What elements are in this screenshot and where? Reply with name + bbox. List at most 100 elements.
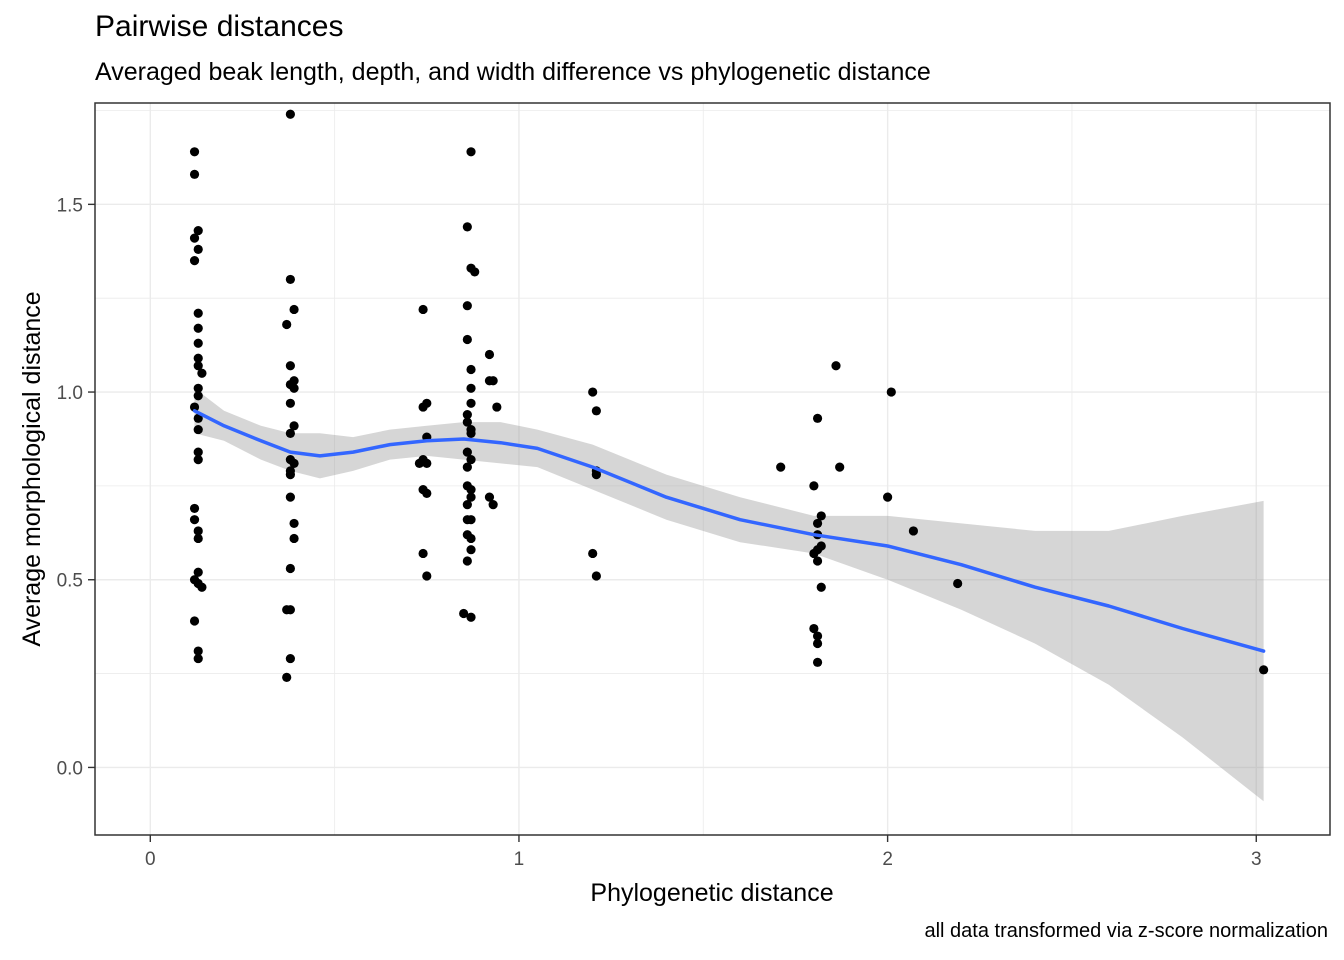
data-point-12 — [193, 383, 203, 393]
data-point-52 — [282, 672, 292, 682]
data-point-68 — [462, 301, 472, 311]
data-point-27 — [189, 616, 200, 626]
x-tick-label-0: 0 — [145, 849, 156, 870]
confidence-band-area — [194, 388, 1264, 802]
data-point-33 — [282, 319, 292, 330]
chart-caption: all data transformed via z-score normali… — [924, 920, 1328, 942]
data-point-85 — [466, 515, 476, 525]
data-point-39 — [289, 421, 299, 431]
data-point-14 — [189, 402, 200, 412]
data-point-40 — [285, 428, 295, 438]
data-point-29 — [193, 653, 203, 664]
smooth-trend-line — [192, 409, 1266, 653]
data-point-73 — [462, 409, 472, 420]
data-point-96 — [484, 492, 495, 502]
data-point-1 — [189, 169, 200, 179]
data-point-124 — [953, 578, 963, 589]
data-point-10 — [193, 361, 203, 371]
data-points — [189, 109, 1269, 682]
data-point-0 — [189, 147, 200, 157]
data-point-71 — [466, 383, 476, 393]
chart-title: Pairwise distances — [95, 10, 344, 43]
y-tick-label-1: 0.5 — [57, 571, 83, 592]
data-point-98 — [588, 387, 598, 397]
chart-subtitle: Averaged beak length, depth, and width d… — [95, 58, 931, 86]
data-point-58 — [422, 458, 432, 468]
data-point-62 — [418, 548, 428, 559]
data-point-15 — [193, 413, 203, 423]
data-point-108 — [812, 518, 823, 529]
data-point-122 — [883, 492, 893, 502]
data-point-31 — [285, 274, 295, 285]
x-axis: 0 1 2 3 — [145, 835, 1262, 870]
data-point-55 — [418, 402, 428, 412]
x-tick-label-1: 1 — [514, 849, 525, 870]
data-point-22 — [193, 533, 203, 544]
data-point-118 — [812, 657, 823, 667]
data-point-9 — [193, 353, 203, 363]
data-point-89 — [462, 556, 472, 566]
data-point-17 — [193, 447, 203, 457]
y-tick-label-0: 0.0 — [57, 758, 83, 779]
data-point-107 — [816, 511, 826, 521]
data-point-78 — [466, 455, 476, 465]
data-point-20 — [189, 515, 200, 525]
data-point-115 — [809, 623, 819, 634]
data-point-101 — [591, 470, 601, 480]
confidence-band — [194, 388, 1264, 802]
data-point-63 — [422, 571, 432, 581]
data-point-6 — [193, 308, 203, 318]
y-axis: 0.0 0.5 1.0 1.5 — [57, 195, 95, 779]
data-point-72 — [466, 398, 476, 408]
data-point-125 — [1259, 665, 1269, 675]
data-point-37 — [289, 383, 299, 393]
grid — [95, 103, 1330, 835]
x-tick-label-2: 2 — [882, 849, 893, 870]
data-point-83 — [462, 500, 472, 510]
data-point-76 — [466, 428, 476, 438]
y-tick-label-3: 1.5 — [57, 195, 83, 216]
data-point-99 — [591, 406, 601, 416]
data-point-19 — [189, 503, 200, 514]
data-point-67 — [470, 267, 480, 277]
data-point-92 — [484, 349, 495, 360]
data-point-114 — [816, 582, 826, 592]
data-point-74 — [462, 417, 472, 427]
data-point-120 — [835, 462, 845, 472]
data-point-50 — [282, 605, 292, 615]
data-point-88 — [466, 545, 476, 555]
data-point-46 — [289, 518, 299, 529]
x-tick-label-3: 3 — [1251, 849, 1262, 870]
data-point-77 — [462, 447, 472, 457]
smooth-line-path — [192, 409, 1266, 653]
data-point-87 — [466, 533, 476, 544]
data-point-119 — [831, 361, 841, 371]
data-point-44 — [285, 470, 295, 480]
data-point-91 — [466, 612, 476, 622]
data-point-45 — [285, 492, 295, 502]
data-point-121 — [886, 387, 896, 397]
data-point-30 — [285, 109, 295, 119]
data-point-13 — [193, 391, 203, 401]
data-point-102 — [588, 548, 598, 559]
data-point-21 — [193, 526, 203, 536]
data-point-26 — [197, 582, 207, 592]
data-point-4 — [193, 244, 203, 254]
data-point-18 — [193, 455, 203, 465]
data-point-112 — [809, 548, 819, 559]
data-point-90 — [459, 608, 469, 619]
data-point-11 — [197, 368, 207, 378]
data-point-113 — [812, 556, 823, 566]
data-point-64 — [466, 147, 476, 157]
data-point-123 — [908, 526, 919, 536]
data-point-70 — [466, 364, 476, 375]
x-axis-label: Phylogenetic distance — [590, 879, 833, 907]
y-axis-label: Average morphological distance — [18, 291, 46, 646]
data-point-5 — [189, 256, 200, 266]
data-point-28 — [193, 646, 203, 656]
data-point-81 — [466, 485, 476, 495]
data-point-69 — [462, 334, 472, 345]
data-point-16 — [193, 424, 203, 435]
data-point-94 — [488, 376, 498, 386]
data-point-53 — [418, 304, 428, 315]
